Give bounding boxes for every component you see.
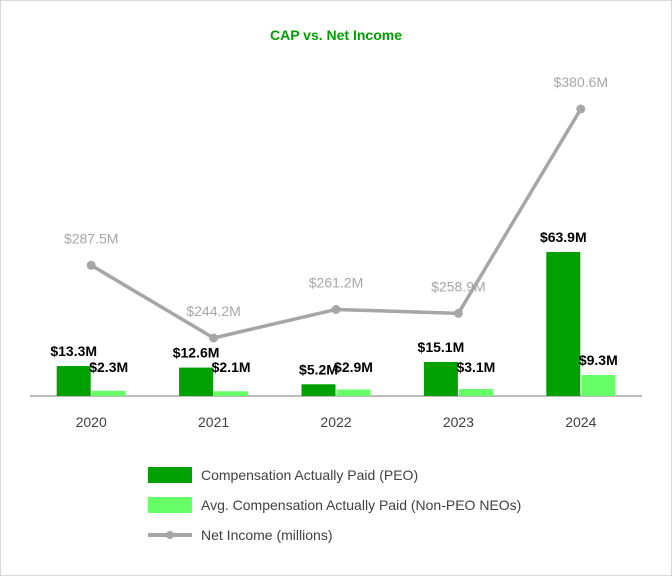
bar-non-peo [336, 389, 371, 396]
legend-label-peo: Compensation Actually Paid (PEO) [201, 467, 419, 483]
x-tick-label: 2023 [443, 414, 474, 430]
bar-non-peo [458, 389, 493, 396]
data-label-non-peo: $2.3M [89, 359, 128, 375]
legend-item-peo: Compensation Actually Paid (PEO) [148, 460, 521, 490]
data-label-peo: $12.6M [173, 345, 220, 361]
data-label-peo: $15.1M [418, 339, 465, 355]
x-tick-label: 2020 [76, 414, 107, 430]
bar-peo [179, 367, 214, 396]
legend-label-net-income: Net Income (millions) [201, 527, 333, 543]
data-label-non-peo: $9.3M [579, 352, 618, 368]
data-label-non-peo: $2.9M [334, 359, 373, 375]
data-label-non-peo: $2.1M [212, 359, 251, 375]
x-tick-label: 2021 [198, 414, 229, 430]
bar-peo [56, 366, 91, 396]
net-income-label: $380.6M [554, 74, 608, 90]
x-tick-label: 2022 [320, 414, 351, 430]
net-income-point [576, 104, 586, 114]
bar-peo [423, 361, 458, 396]
chart-legend: Compensation Actually Paid (PEO) Avg. Co… [148, 460, 521, 550]
legend-swatch-peo [148, 467, 192, 483]
net-income-point [453, 308, 463, 318]
net-income-label: $261.2M [309, 274, 363, 290]
data-label-peo: $13.3M [50, 343, 97, 359]
legend-swatch-net-income [148, 527, 192, 543]
net-income-line [90, 108, 583, 340]
net-income-point [86, 260, 96, 270]
x-tick-label: 2024 [565, 414, 596, 430]
net-income-point [331, 304, 341, 314]
legend-item-net-income: Net Income (millions) [148, 520, 521, 550]
bar-non-peo [581, 375, 616, 396]
chart-title: CAP vs. Net Income [269, 27, 402, 43]
net-income-label: $287.5M [64, 230, 118, 246]
legend-item-non-peo: Avg. Compensation Actually Paid (Non-PEO… [148, 490, 521, 520]
legend-label-non-peo: Avg. Compensation Actually Paid (Non-PEO… [201, 497, 522, 513]
net-income-point [209, 333, 219, 343]
data-label-peo: $63.9M [540, 229, 587, 245]
data-label-non-peo: $3.1M [456, 359, 495, 375]
bar-non-peo [91, 390, 126, 396]
bar-peo [301, 384, 336, 396]
net-income-label: $244.2M [186, 303, 240, 319]
bar-peo [546, 252, 581, 396]
data-label-peo: $5.2M [299, 361, 338, 377]
net-income-label: $258.9M [431, 278, 485, 294]
bar-non-peo [214, 391, 249, 396]
legend-swatch-non-peo [148, 497, 192, 513]
